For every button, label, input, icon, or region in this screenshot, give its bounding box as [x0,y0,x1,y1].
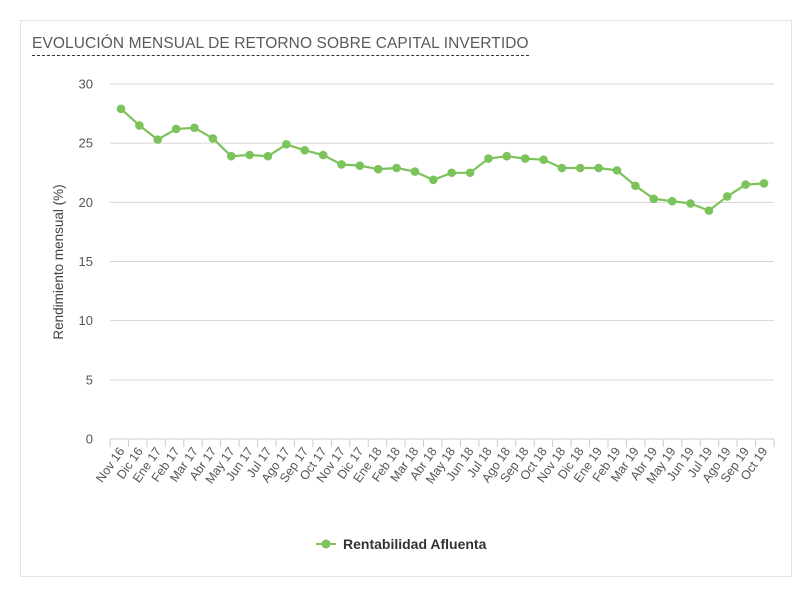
data-point [373,164,383,174]
data-point [520,154,530,163]
data-point [116,104,126,114]
data-point [208,134,218,143]
data-point [226,151,236,161]
legend-label: Rentabilidad Afluenta [343,536,487,552]
data-point [612,166,622,175]
y-axis-label: Rendimiento mensual (%) [51,184,66,339]
y-tick-label: 5 [86,372,93,387]
y-tick-label: 15 [79,254,93,269]
data-point [704,206,714,215]
data-point [318,150,328,160]
data-point [539,155,548,165]
series-line [120,108,765,212]
data-point [575,163,585,173]
y-tick-label: 20 [79,195,93,210]
data-point [557,163,567,173]
data-point [631,181,640,191]
data-point [392,163,401,173]
y-tick-label: 0 [86,432,93,447]
data-point [741,180,750,189]
grid-lines [110,83,774,381]
data-point [135,121,144,130]
y-tick-label: 10 [79,313,93,328]
data-point [282,140,291,149]
data-point [429,175,438,185]
data-point [245,150,254,160]
data-point [484,154,493,163]
y-tick-label: 30 [79,77,93,92]
legend-marker [321,539,331,549]
data-point [447,168,456,178]
y-tick-label: 25 [79,136,93,151]
chart-panel: EVOLUCIÓN MENSUAL DE RETORNO SOBRE CAPIT… [20,20,792,577]
legend[interactable]: Rentabilidad Afluenta [316,536,487,552]
data-point [686,199,695,208]
data-point [171,124,181,134]
data-point [263,151,273,161]
data-point [594,163,603,173]
data-point [190,123,199,133]
data-point [759,179,769,188]
data-point [667,196,677,206]
data-point [337,160,346,169]
data-point [649,194,659,204]
y-axis-ticks: 0 5 10 15 20 25 30 [79,77,93,447]
data-point [465,168,475,178]
data-point [410,167,420,176]
data-point [153,135,163,144]
series-layer [116,104,769,215]
chart-title: EVOLUCIÓN MENSUAL DE RETORNO SOBRE CAPIT… [32,35,529,56]
data-point [300,145,310,155]
data-point [722,192,732,201]
data-point [502,151,512,161]
data-point [355,161,365,170]
